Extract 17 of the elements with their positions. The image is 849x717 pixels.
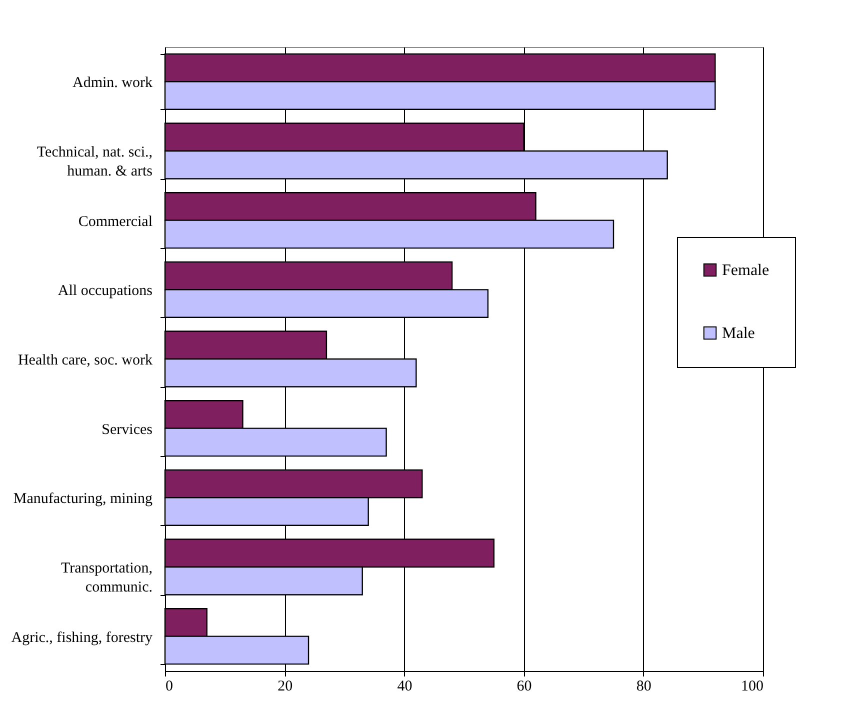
legend-label: Male: [722, 325, 755, 342]
x-tick-label: 0: [166, 678, 173, 694]
x-tick-label: 20: [278, 678, 293, 694]
y-tick-label: Technical, nat. sci., human. & arts: [36, 144, 153, 180]
legend-label: Female: [722, 262, 770, 279]
y-tick-label: Agric., fishing, forestry: [11, 630, 153, 646]
y-tick-label: Transportation, communic.: [60, 560, 152, 596]
y-tick-label: Manufacturing, mining: [13, 491, 153, 508]
x-tick-label: 40: [397, 678, 412, 694]
y-tick-label: Health care, soc. work: [18, 352, 153, 368]
y-tick-label: All occupations: [58, 283, 153, 300]
y-tick-label: Commercial: [78, 214, 152, 230]
y-tick-label: Admin. work: [72, 75, 153, 92]
x-tick-label: 60: [516, 678, 532, 694]
x-tick-label: 80: [636, 678, 652, 694]
x-tick-label: 100: [741, 678, 764, 694]
y-tick-label: Services: [102, 422, 153, 438]
